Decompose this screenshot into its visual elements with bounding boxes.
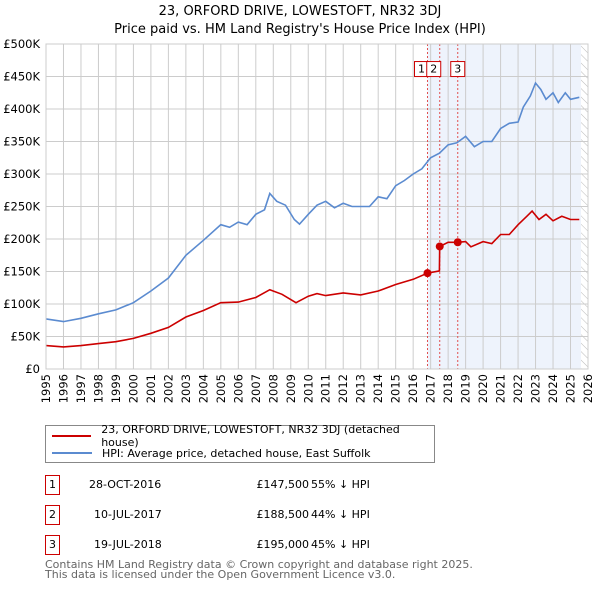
x-tick-label: 1999 [109, 374, 123, 403]
chart-title: 23, ORFORD DRIVE, LOWESTOFT, NR32 3DJ [158, 4, 442, 19]
sale-hpi-diff: 44% ↓ HPI [311, 508, 370, 521]
sale-date: 10-JUL-2017 [94, 508, 162, 521]
sale-price: £188,500 [256, 508, 310, 521]
x-tick-label: 2022 [511, 374, 525, 403]
x-tick-label: 2013 [354, 374, 368, 403]
x-tick-label: 2002 [161, 374, 175, 403]
x-tick-label: 2001 [144, 374, 158, 403]
sale-hpi-diff: 45% ↓ HPI [311, 538, 370, 551]
y-tick-label: £200K [3, 232, 40, 246]
series-line [45, 209, 580, 348]
footer: Contains HM Land Registry data © Crown c… [45, 558, 473, 581]
x-tick-label: 2014 [371, 374, 385, 403]
x-tick-label: 2025 [564, 374, 578, 403]
blue-line-swatch [52, 452, 92, 454]
series-line [45, 81, 580, 323]
y-tick-label: £100K [3, 297, 40, 311]
x-tick-label: 2005 [214, 374, 228, 403]
x-tick-label: 1998 [91, 374, 105, 403]
x-tick-label: 2020 [476, 374, 490, 403]
sale-date: 28-OCT-2016 [89, 478, 162, 491]
y-tick-label: £450K [3, 70, 40, 84]
sale-badge-label: 2 [430, 63, 437, 76]
sale-badge-box [426, 61, 442, 78]
sale-point [435, 242, 444, 251]
x-tick-label: 2023 [529, 374, 543, 403]
sale-marker-badge: 3 [45, 535, 60, 555]
legend-item-hpi: HPI: Average price, detached house, East… [52, 445, 371, 461]
sale-row: 1 28-OCT-2016 £147,500 55% ↓ HPI [45, 475, 445, 495]
x-tick-label: 2010 [301, 374, 315, 403]
x-tick-label: 2009 [284, 374, 298, 403]
x-tick-label: 2008 [266, 374, 280, 403]
legend-label: 23, ORFORD DRIVE, LOWESTOFT, NR32 3DJ (d… [101, 423, 400, 449]
x-tick-label: 2004 [196, 374, 210, 403]
x-tick-label: 2012 [336, 374, 350, 403]
sale-badge-label: 3 [454, 63, 461, 76]
y-tick-label: £500K [3, 37, 40, 51]
price-chart: 1995 1996 1997 1998 1999 2000 2001 2002 2003 2004… [3, 37, 595, 403]
x-tick-label: 1996 [56, 374, 70, 403]
x-tick-label: 2018 [441, 374, 455, 403]
y-tick-label: £0 [25, 362, 40, 376]
copyright-text: Contains HM Land Registry data © Crown c… [45, 558, 473, 571]
red-line-swatch [52, 435, 92, 437]
sale-row: 3 19-JUL-2018 £195,000 45% ↓ HPI [45, 535, 445, 555]
x-tick-label: 2016 [406, 374, 420, 403]
y-tick-label: £350K [3, 135, 40, 149]
x-tick-label: 2011 [319, 374, 333, 403]
sale-badge-box [450, 61, 466, 78]
x-tick-label: 2024 [546, 374, 560, 403]
x-tick-label: 2000 [126, 374, 140, 403]
x-tick-label: 2006 [231, 374, 245, 403]
x-tick-label: 2019 [459, 374, 473, 403]
x-tick-label: 2015 [389, 374, 403, 403]
sale-marker-badge: 1 [45, 475, 60, 495]
sale-badge-label: 1 [418, 63, 425, 76]
y-tick-label: £50K [11, 330, 41, 344]
sale-marker-badge: 2 [45, 505, 60, 525]
legend-item-property: 23, ORFORD DRIVE, LOWESTOFT, NR32 3DJ (d… [52, 423, 434, 449]
x-tick-label: 2003 [179, 374, 193, 403]
licence-text: This data is licensed under the Open Gov… [45, 568, 396, 581]
legend: 23, ORFORD DRIVE, LOWESTOFT, NR32 3DJ (d… [45, 423, 435, 463]
y-tick-label: £250K [3, 200, 40, 214]
y-tick-label: £150K [3, 265, 40, 279]
sale-hpi-diff: 55% ↓ HPI [311, 478, 370, 491]
sale-point [423, 269, 432, 278]
sale-point [453, 238, 462, 247]
chart-subtitle: Price paid vs. HM Land Registry's House … [114, 22, 486, 37]
sale-price: £147,500 [256, 478, 310, 491]
plot-border [45, 43, 589, 370]
legend-label: HPI: Average price, detached house, East… [102, 446, 371, 460]
x-tick-label: 1995 [39, 374, 53, 403]
sale-date: 19-JUL-2018 [94, 538, 162, 551]
x-tick-label: 2021 [494, 374, 508, 403]
x-tick-label: 2026 [581, 374, 595, 403]
x-tick-label: 2017 [424, 374, 438, 403]
sale-row: 2 10-JUL-2017 £188,500 44% ↓ HPI [45, 505, 445, 525]
x-tick-label: 2007 [249, 374, 263, 403]
x-tick-label: 1997 [74, 374, 88, 403]
y-tick-label: £400K [3, 102, 40, 116]
sale-price: £195,000 [256, 538, 310, 551]
y-tick-label: £300K [3, 167, 40, 181]
